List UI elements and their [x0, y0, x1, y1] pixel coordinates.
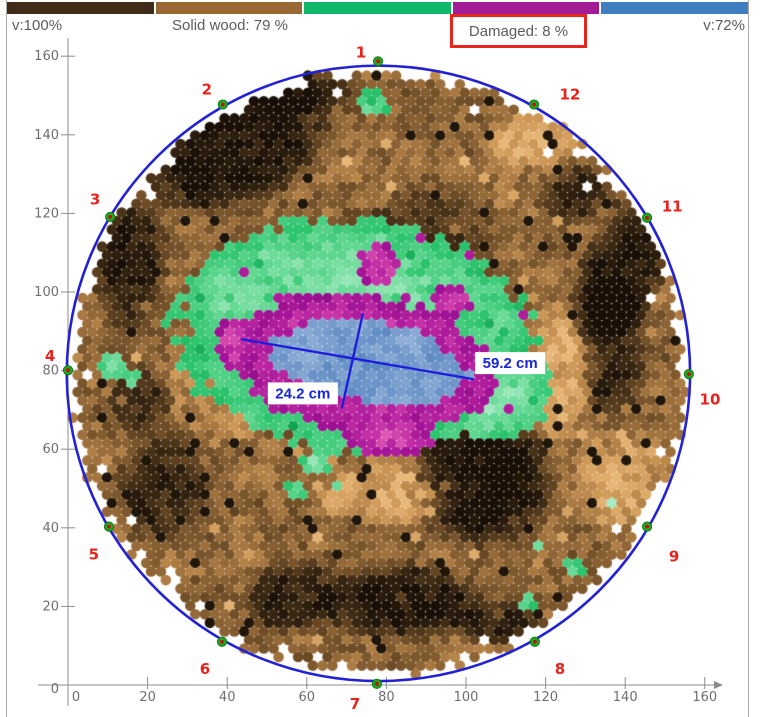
sensor-dot-center — [532, 102, 536, 107]
sensor-number-label: 7 — [350, 695, 360, 713]
sensor-2[interactable]: 2 — [202, 81, 228, 110]
damaged-highlight-box: Damaged: 8 % — [450, 14, 587, 48]
panel-border-left — [6, 0, 7, 717]
sensor-number-label: 9 — [669, 547, 679, 565]
y-tick-label: 140 — [34, 128, 59, 143]
sensor-number-label: 8 — [555, 660, 565, 678]
sensor-4[interactable]: 4 — [45, 347, 74, 376]
damaged-label: Damaged: 8 % — [468, 22, 569, 40]
measurement-label[interactable]: 59.2 cm — [483, 355, 538, 372]
sensor-number-label: 3 — [90, 191, 100, 209]
sensor-number-label: 12 — [559, 85, 580, 103]
x-axis-arrow — [714, 681, 723, 689]
sensor-1[interactable]: 1 — [356, 43, 384, 67]
sensor-6[interactable]: 6 — [200, 636, 228, 678]
x-tick-label: 80 — [378, 690, 395, 705]
solid-wood-label: Solid wood: 79 % — [172, 17, 288, 34]
x-tick-label: 100 — [454, 690, 479, 705]
sensor-12[interactable]: 12 — [528, 85, 580, 110]
sensor-8[interactable]: 8 — [529, 636, 565, 678]
x-tick-label: 160 — [692, 690, 717, 705]
sensor-number-label: 4 — [45, 347, 55, 365]
sensor-dot-center — [376, 59, 380, 64]
velocity-legend-bar — [7, 2, 748, 14]
x-tick-label: 0 — [72, 690, 80, 705]
sensor-dot-center — [645, 215, 649, 220]
sensor-number-label: 1 — [356, 43, 366, 61]
sensor-number-label: 10 — [700, 390, 721, 408]
legend-segment-intermediate — [304, 2, 451, 14]
x-tick-label: 120 — [533, 690, 558, 705]
axes: 0 20 40 60 80 100 120 140 160 0 20 40 60 80 100 120 140 1… — [34, 38, 723, 706]
measurements[interactable]: 59.2 cm 24.2 cm — [240, 312, 546, 409]
sensor-11[interactable]: 11 — [641, 198, 683, 223]
y-tick-label: 80 — [42, 364, 59, 379]
sensor-dot-center — [220, 639, 224, 644]
sensor-5[interactable]: 5 — [89, 521, 115, 564]
measurement-line[interactable] — [240, 338, 475, 381]
legend-segment-cavity — [601, 2, 748, 14]
trunk-outline-circle — [65, 64, 692, 683]
sensor-dot-center — [532, 639, 537, 644]
sensor-dot-center — [66, 368, 70, 373]
measurement-line[interactable] — [340, 312, 365, 409]
panel-border-right — [748, 0, 749, 717]
sensor-3[interactable]: 3 — [90, 191, 116, 223]
measurement-label-box[interactable] — [475, 352, 546, 375]
sensor-number-label: 6 — [200, 660, 210, 678]
sensor-7[interactable]: 7 — [350, 678, 382, 713]
y-tick-label: 100 — [34, 285, 59, 300]
velocity-right-label: v:72% — [703, 17, 745, 34]
sensor-number-label: 2 — [202, 81, 212, 99]
y-tick-label: 60 — [42, 442, 59, 457]
sensor-10[interactable]: 10 — [683, 369, 721, 409]
legend-segment-damaged — [452, 2, 600, 14]
sensor-number-label: 5 — [89, 546, 99, 564]
sensor-dot-center — [686, 372, 691, 377]
legend-segment-dark-wood — [7, 2, 154, 14]
sensor-dot-center — [374, 681, 379, 686]
y-tick-label: 0 — [51, 682, 59, 697]
y-tick-label: 120 — [34, 206, 59, 221]
x-tick-label: 140 — [613, 690, 638, 705]
sensor-dot-center — [108, 215, 113, 219]
y-tick-label: 40 — [42, 521, 59, 536]
y-tick-label: 20 — [42, 599, 59, 614]
x-tick-label: 20 — [139, 690, 156, 705]
y-tick-label: 160 — [34, 49, 59, 64]
sensor-number-label: 11 — [662, 198, 683, 216]
legend-segment-solid-wood — [155, 2, 303, 14]
measurement-label-box[interactable] — [267, 382, 338, 405]
velocity-left-label: v:100% — [12, 17, 63, 34]
sensor-9[interactable]: 9 — [641, 521, 679, 565]
sensor-dot-center — [107, 524, 111, 529]
x-tick-label: 40 — [219, 690, 236, 705]
sensor-dot-center — [220, 102, 225, 107]
sensor-dot-center — [645, 524, 649, 529]
x-tick-label: 60 — [299, 690, 316, 705]
measurement-label[interactable]: 24.2 cm — [275, 385, 330, 402]
